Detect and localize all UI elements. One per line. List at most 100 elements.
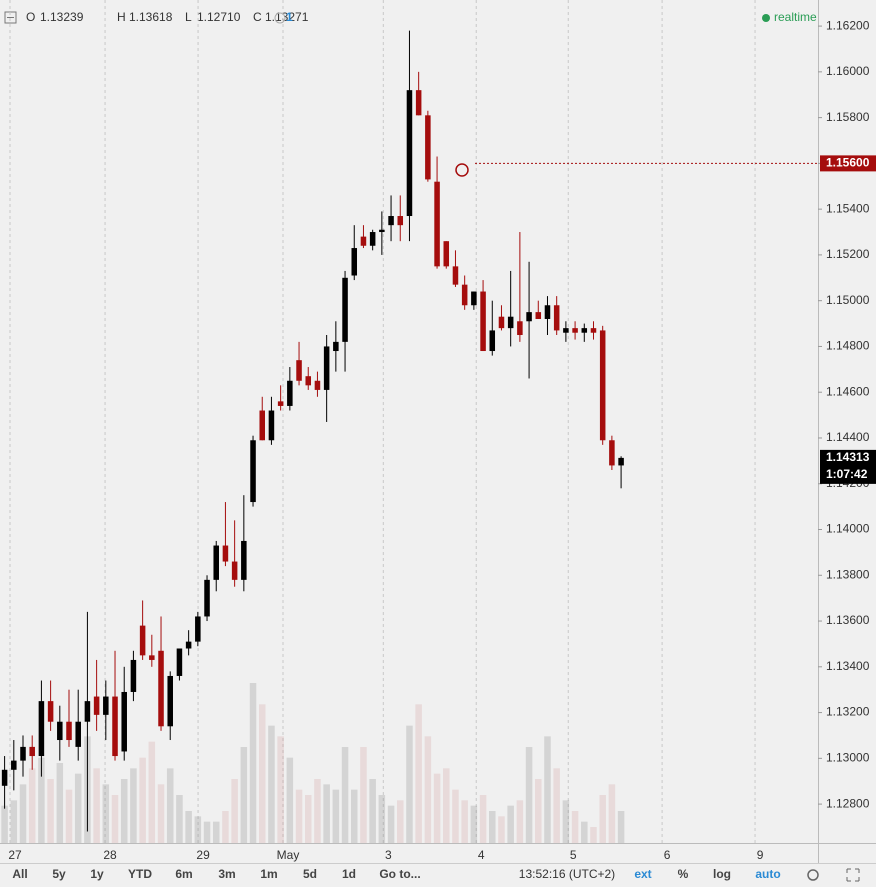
candle-body	[507, 316, 514, 329]
volume-bar	[581, 821, 588, 843]
y-tick-label: 1.15400	[826, 201, 870, 215]
candle-body	[38, 701, 45, 757]
range-button[interactable]: Go to...	[379, 867, 420, 881]
volume-bar	[608, 784, 616, 843]
volume-bar	[38, 757, 45, 843]
volume-bar	[212, 821, 220, 843]
alert-count: 1	[286, 10, 293, 24]
volume-bar	[304, 795, 312, 843]
candle-body	[84, 701, 91, 722]
volume-bar	[323, 784, 330, 843]
x-tick-label: 28	[103, 848, 117, 862]
volume-bar	[166, 768, 174, 843]
last-price-box	[820, 449, 876, 484]
x-tick-label: 6	[664, 848, 671, 862]
y-tick-label: 1.14000	[826, 522, 870, 536]
candle-body	[66, 721, 72, 741]
candle-body	[609, 440, 615, 466]
volume-bar	[65, 789, 73, 843]
volume-bar	[176, 795, 183, 843]
volume-bar	[268, 725, 275, 843]
range-button[interactable]: 3m	[218, 867, 235, 881]
volume-bar	[222, 811, 229, 843]
candle-body	[259, 410, 265, 441]
volume-bar	[74, 773, 82, 843]
option-button[interactable]: ext	[634, 867, 651, 881]
candle-body	[167, 675, 173, 727]
y-tick-label: 1.14400	[826, 430, 870, 444]
range-button[interactable]: 6m	[175, 867, 192, 881]
ohlc-key: C	[253, 10, 262, 24]
option-button[interactable]: log	[713, 867, 731, 881]
candle-body	[20, 746, 26, 761]
volume-bar	[360, 747, 367, 843]
y-tick-label: 1.15000	[826, 293, 870, 307]
volume-bar	[47, 779, 54, 843]
ohlc-value: 1.13618	[129, 10, 173, 24]
candle-body	[305, 376, 312, 386]
candle-body	[29, 746, 35, 757]
candle-body	[526, 312, 532, 322]
volume-bar	[19, 784, 27, 843]
volume-bar	[396, 800, 404, 843]
volume-bar	[185, 811, 192, 843]
volume-bar	[415, 704, 422, 843]
y-tick-label: 1.14800	[826, 339, 870, 353]
candle-body	[489, 330, 496, 352]
volume-bar	[341, 747, 349, 843]
volume-bar	[231, 779, 238, 843]
alert-icon[interactable]	[455, 163, 469, 177]
candle-body	[498, 316, 505, 329]
volume-bar	[525, 747, 533, 843]
candle-body	[415, 90, 422, 116]
candle-body	[397, 216, 404, 226]
volume-bar	[369, 779, 376, 843]
alarm-icon[interactable]	[274, 12, 286, 24]
volume-bar	[203, 821, 211, 843]
volume-bar	[286, 757, 294, 843]
candle-body	[222, 545, 229, 562]
option-button[interactable]: %	[678, 867, 689, 881]
y-tick-label: 1.13000	[826, 751, 870, 765]
candle-body	[287, 380, 293, 406]
range-button[interactable]: 5y	[52, 867, 66, 881]
range-button[interactable]: 1m	[260, 867, 277, 881]
volume-bar	[617, 811, 625, 843]
volume-bar	[148, 741, 156, 843]
volume-bar	[56, 763, 64, 843]
volume-bar	[332, 789, 340, 843]
candle-body	[213, 545, 219, 580]
y-tick-label: 1.15800	[826, 110, 870, 124]
candle-body	[250, 440, 256, 503]
settings-icon[interactable]	[807, 869, 819, 881]
volume-bar	[571, 811, 579, 843]
clock: 13:52:16 (UTC+2)	[519, 867, 615, 881]
candle-body	[471, 291, 477, 306]
ohlc-value: 1.13239	[40, 10, 84, 24]
candle-body	[296, 360, 302, 381]
range-button[interactable]: 5d	[303, 867, 317, 881]
fullscreen-icon[interactable]	[846, 868, 860, 882]
status-dot	[762, 14, 770, 22]
candle-body	[314, 380, 321, 390]
volume-bar	[516, 800, 524, 843]
volume-bar	[10, 800, 18, 843]
x-tick-label: 9	[757, 848, 764, 862]
volume-bar	[553, 768, 560, 843]
candle-body	[618, 457, 624, 466]
option-button[interactable]: auto	[755, 867, 780, 881]
menu-icon[interactable]	[4, 11, 17, 24]
candle-body	[535, 312, 542, 319]
range-button[interactable]: 1d	[342, 867, 356, 881]
volume-bar	[461, 800, 468, 843]
range-button[interactable]: All	[12, 867, 27, 881]
candle-body	[231, 561, 238, 580]
candle-body	[553, 305, 560, 331]
volume-bar	[139, 757, 146, 843]
range-button[interactable]: YTD	[128, 867, 152, 881]
volume-bar	[599, 795, 606, 843]
volume-bar	[452, 789, 459, 843]
candle-body	[112, 696, 118, 757]
range-button[interactable]: 1y	[90, 867, 104, 881]
